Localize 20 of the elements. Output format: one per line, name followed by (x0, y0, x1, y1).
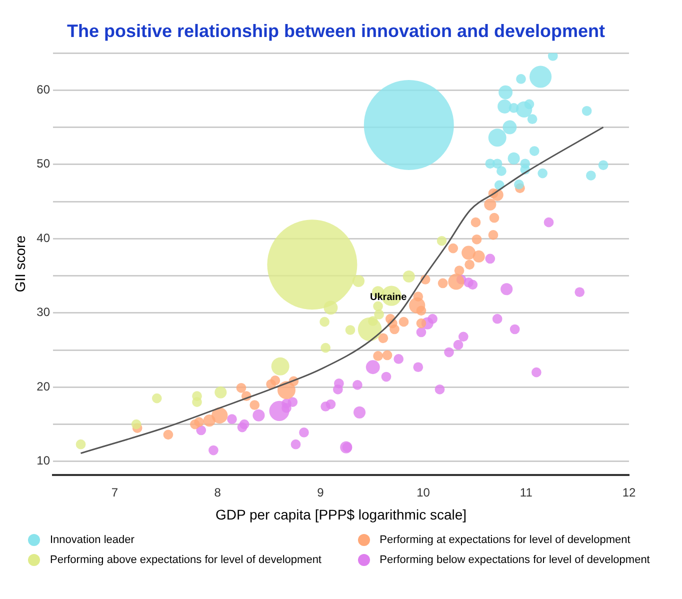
y-tick-label: 40 (36, 230, 50, 245)
y-axis-title: GII score (12, 235, 28, 292)
x-tick-label: 10 (416, 485, 430, 500)
x-axis-title: GDP per capita [PPP$ logarithmic scale] (215, 506, 467, 522)
legend-label: Performing above expectations for level of development (50, 554, 322, 566)
y-tick-label: 20 (36, 379, 50, 394)
annotation: Ukraine (370, 292, 408, 303)
x-tick-label: 11 (520, 485, 533, 500)
x-tick-label: 12 (622, 485, 636, 500)
x-tick-label: 9 (317, 485, 324, 500)
x-tick-label: 7 (111, 485, 118, 500)
y-tick-label: 50 (36, 156, 50, 171)
legend-label: Innovation leader (50, 534, 134, 546)
y-tick-label: 30 (36, 305, 50, 320)
x-tick-label: 8 (214, 485, 222, 500)
y-tick-label: 10 (36, 454, 50, 468)
y-tick-label: 60 (36, 82, 50, 96)
legend-label: Performing below expectations for level of development (380, 554, 650, 566)
chart-title: The positive relationship between innovation and development (66, 21, 606, 42)
legend-label: Performing at expectations for level of development (380, 534, 630, 546)
